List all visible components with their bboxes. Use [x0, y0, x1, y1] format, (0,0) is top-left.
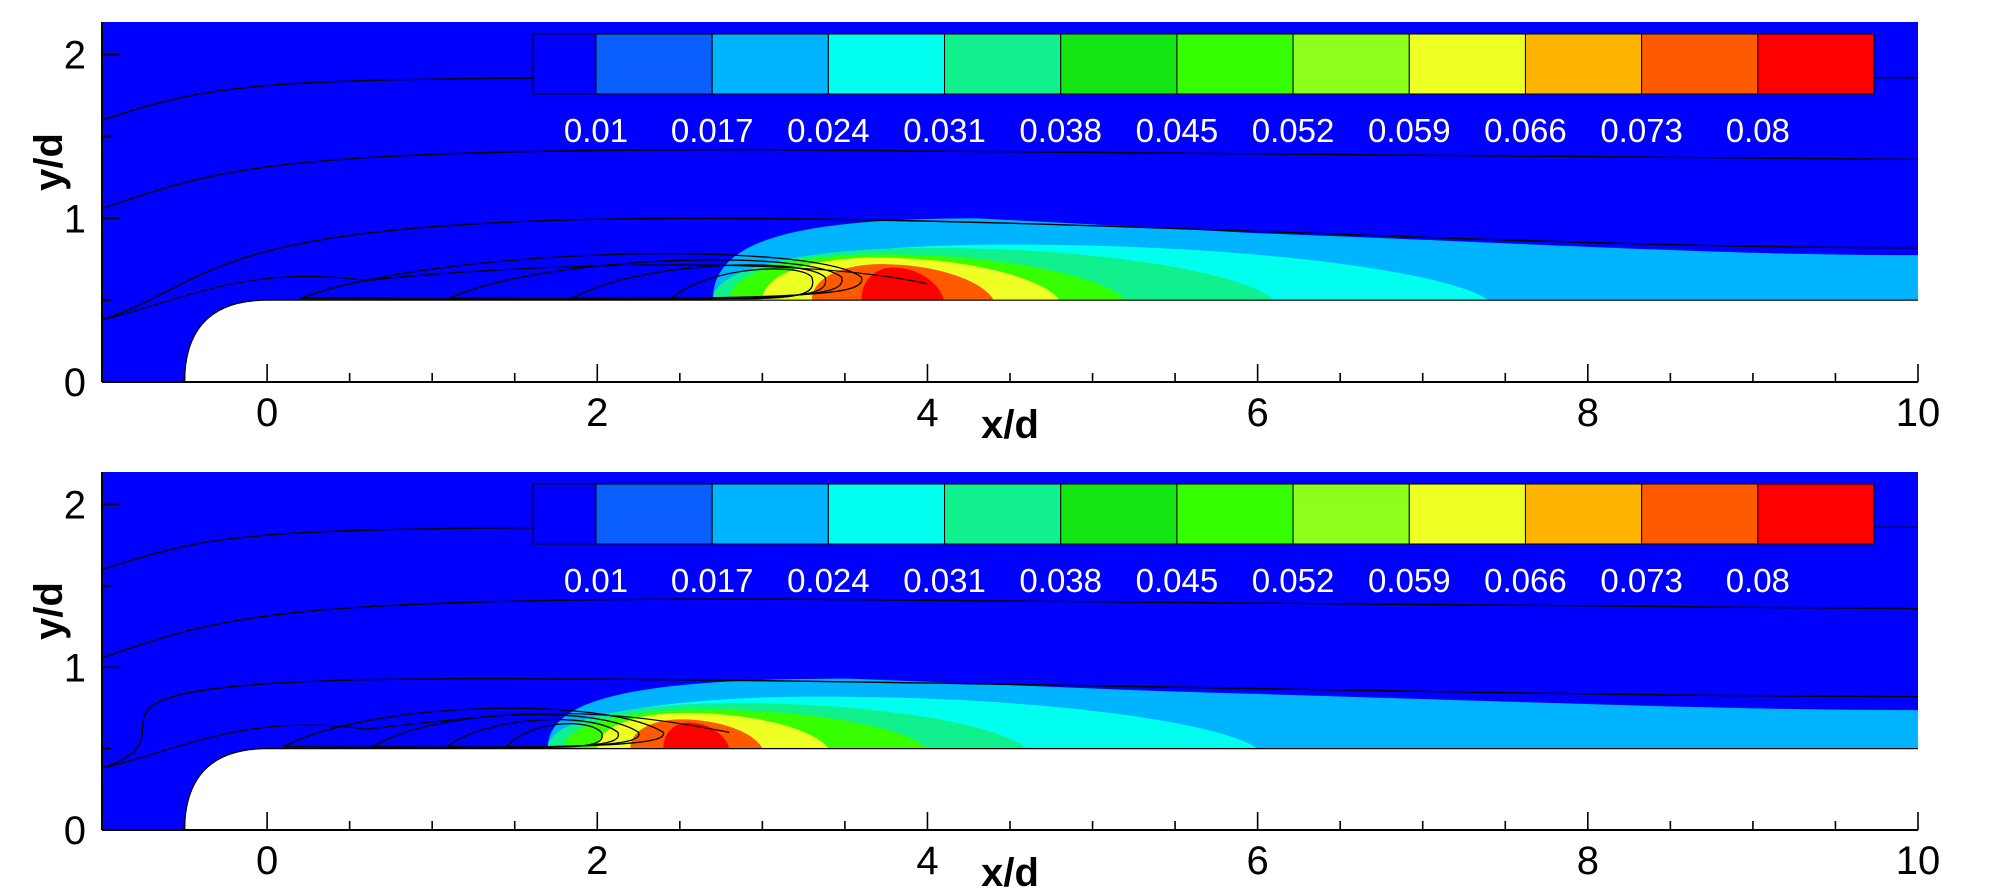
colorbar-swatch — [944, 483, 1062, 545]
x-tick-label: 6 — [1247, 391, 1269, 435]
colorbar-level-label: 0.045 — [1136, 562, 1219, 599]
colorbar-level-label: 0.017 — [671, 562, 754, 599]
x-tick-label: 4 — [916, 839, 938, 883]
colorbar-swatch — [1176, 483, 1294, 545]
colorbar-level-label: 0.024 — [787, 562, 870, 599]
colorbar-swatch — [1292, 33, 1410, 95]
streamline-3 — [102, 677, 1918, 769]
colorbar-level-label: 0.045 — [1136, 112, 1219, 149]
x-tick-label: 2 — [586, 839, 608, 883]
colorbar-level-label: 0.038 — [1019, 562, 1102, 599]
colorbar-level-label: 0.038 — [1019, 112, 1102, 149]
colorbar-level-label: 0.031 — [903, 562, 986, 599]
colorbar-level-label: 0.052 — [1252, 562, 1335, 599]
colorbar-swatch — [1524, 33, 1643, 95]
colorbar-level-label: 0.08 — [1726, 562, 1790, 599]
colorbar-swatch — [1060, 33, 1178, 95]
colorbar-swatch — [532, 33, 597, 95]
colorbar-swatch — [595, 33, 713, 95]
colorbar-level-label: 0.059 — [1368, 562, 1451, 599]
colorbar-level-label: 0.066 — [1484, 112, 1567, 149]
contour-panel-bottom: 0 2 4 6 8 10 0 1 2 x/d y/d 0.01 0.017 0.024 0.031 0.038… — [27, 472, 1940, 890]
x-axis-label: x/d — [981, 851, 1039, 890]
solid-body — [183, 299, 1918, 382]
colorbar-swatch — [1641, 33, 1759, 95]
x-axis-label: x/d — [981, 403, 1039, 447]
colorbar-swatch — [1757, 33, 1875, 95]
y-tick-label: 0 — [64, 361, 86, 405]
colorbar-level-label: 0.01 — [564, 112, 628, 149]
x-tick-label: 0 — [256, 839, 278, 883]
colorbar-swatch — [711, 33, 829, 95]
colorbar-swatch — [944, 33, 1062, 95]
x-tick-label: 6 — [1247, 839, 1269, 883]
colorbar-legend: 0.01 0.017 0.024 0.031 0.038 0.045 0.052 0.059 0… — [532, 483, 1875, 599]
x-tick-label: 4 — [916, 391, 938, 435]
x-tick-label: 8 — [1577, 839, 1599, 883]
solid-body — [183, 748, 1918, 830]
colorbar-level-label: 0.073 — [1600, 112, 1683, 149]
colorbar-level-label: 0.031 — [903, 112, 986, 149]
y-tick-label: 2 — [64, 484, 86, 528]
colorbar-swatch — [1176, 33, 1294, 95]
colorbar-swatch — [595, 483, 713, 545]
colorbar-swatch — [1641, 483, 1759, 545]
y-axis-label: y/d — [27, 582, 71, 640]
colorbar-level-label: 0.066 — [1484, 562, 1567, 599]
y-tick-label: 2 — [64, 34, 86, 78]
bubble-loop-4 — [505, 722, 603, 748]
x-tick-label: 10 — [1896, 839, 1941, 883]
bubble-loop-4 — [671, 268, 814, 300]
colorbar-swatch — [1524, 483, 1643, 545]
colorbar-swatch — [532, 483, 597, 545]
colorbar-swatch — [711, 483, 829, 545]
colorbar-swatch — [1060, 483, 1178, 545]
colorbar-swatch — [1408, 483, 1526, 545]
y-tick-label: 0 — [64, 809, 86, 853]
y-tick-label: 1 — [64, 646, 86, 690]
streamline-near-wall — [102, 712, 730, 769]
colorbar-legend: 0.01 0.017 0.024 0.031 0.038 0.045 0.052 0.059 0… — [532, 33, 1875, 149]
separation-bubble — [283, 707, 665, 748]
colorbar-level-label: 0.024 — [787, 112, 870, 149]
colorbar-level-label: 0.073 — [1600, 562, 1683, 599]
x-tick-label: 8 — [1577, 391, 1599, 435]
colorbar-swatch — [1408, 33, 1526, 95]
streamline-3 — [102, 217, 1918, 321]
colorbar-swatch — [827, 483, 946, 545]
x-tick-label: 10 — [1896, 391, 1941, 435]
colorbar-level-label: 0.017 — [671, 112, 754, 149]
y-axis-label: y/d — [27, 133, 71, 191]
y-tick-label: 1 — [64, 197, 86, 241]
colorbar-swatch — [1757, 483, 1875, 545]
colorbar-level-label: 0.059 — [1368, 112, 1451, 149]
colorbar-level-label: 0.08 — [1726, 112, 1790, 149]
colorbar-swatch — [827, 33, 946, 95]
contour-field — [102, 526, 1918, 830]
contour-panel-top: 0 2 4 6 8 10 0 1 2 x/d y/d 0.01 0.017 0.024 0.031 0.038… — [27, 22, 1940, 447]
x-tick-label: 2 — [586, 391, 608, 435]
colorbar-level-label: 0.052 — [1252, 112, 1335, 149]
colorbar-swatch — [1292, 483, 1410, 545]
separation-bubble — [299, 253, 863, 300]
contour-field — [102, 76, 1918, 382]
colorbar-level-label: 0.01 — [564, 562, 628, 599]
x-tick-label: 0 — [256, 391, 278, 435]
